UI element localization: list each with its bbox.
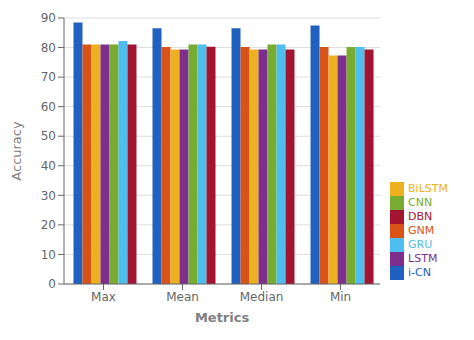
svg-text:Median: Median	[240, 290, 284, 304]
svg-text:Max: Max	[91, 290, 116, 304]
svg-text:50: 50	[41, 129, 56, 143]
svg-text:90: 90	[41, 11, 56, 25]
html-text:BiLSTM: BiLSTM	[408, 182, 448, 195]
svg-text:70: 70	[41, 70, 56, 84]
svg-text:Accuracy: Accuracy	[9, 121, 24, 181]
svg-text:0: 0	[48, 277, 56, 291]
svg-text:60: 60	[41, 100, 56, 114]
svg-text:10: 10	[41, 248, 56, 262]
svg-text:Mean: Mean	[166, 290, 199, 304]
html-text:CNN: CNN	[408, 196, 433, 209]
svg-text:80: 80	[41, 41, 56, 55]
svg-text:Min: Min	[330, 290, 351, 304]
svg-text:30: 30	[41, 189, 56, 203]
html-text:DBN: DBN	[408, 210, 433, 223]
html-text:i-CN: i-CN	[408, 266, 431, 279]
svg-text:20: 20	[41, 218, 56, 232]
html-text:GNM: GNM	[408, 224, 435, 237]
html-text:GRU: GRU	[408, 238, 433, 251]
svg-text:Metrics: Metrics	[195, 310, 250, 325]
html-text:LSTM: LSTM	[408, 252, 438, 265]
svg-text:40: 40	[41, 159, 56, 173]
